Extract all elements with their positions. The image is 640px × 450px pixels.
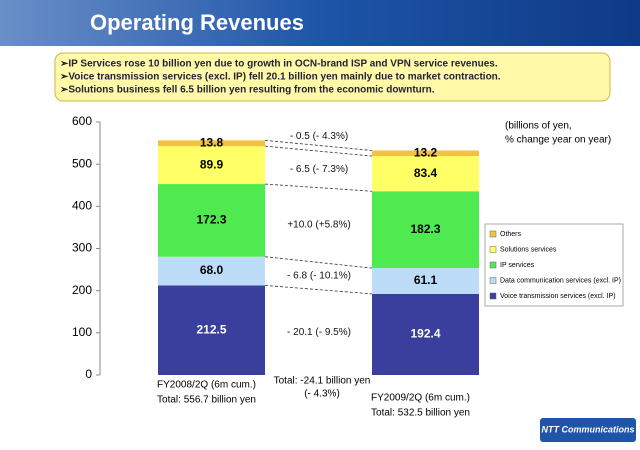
y-tick-label: 100	[72, 325, 92, 339]
bar-segment	[372, 191, 479, 269]
legend-label: Voice transmission services (excl. IP)	[500, 293, 616, 300]
bar-segment	[158, 146, 265, 185]
header-bar	[0, 0, 640, 46]
value-label: 212.5	[196, 322, 226, 336]
legend-swatch	[489, 292, 497, 300]
value-label: 182.3	[410, 222, 440, 236]
bar-segment	[372, 156, 479, 192]
connector	[264, 256, 373, 269]
logo-box	[540, 418, 636, 442]
bar-segment	[158, 285, 265, 375]
legend-label: Solutions services	[500, 246, 557, 253]
bar-segment	[372, 293, 479, 375]
value-label: 68.0	[200, 263, 224, 277]
connector	[264, 145, 373, 157]
change-label: - 20.1 (- 9.5%)	[287, 327, 351, 338]
total-change: (- 4.3%)	[304, 389, 340, 400]
title: Operating Revenues	[90, 10, 304, 35]
bar-segment	[372, 268, 479, 294]
legend-label: IP services	[500, 262, 535, 269]
bar-segment	[372, 150, 479, 157]
y-tick-label: 0	[85, 367, 92, 381]
legend-swatch	[489, 230, 497, 238]
bar-segment	[158, 184, 265, 257]
legend-box	[484, 223, 624, 307]
total-change: Total: -24.1 billion yen	[274, 376, 371, 387]
logo: NTT Communications	[541, 424, 634, 434]
legend-swatch	[489, 261, 497, 269]
legend-swatch	[489, 246, 497, 253]
legend-swatch	[489, 277, 497, 284]
unit-label: % change year on year)	[505, 135, 611, 146]
y-tick-label: 200	[72, 283, 92, 297]
y-tick-label: 500	[72, 156, 92, 170]
y-tick-label: 400	[72, 199, 92, 213]
value-label: 172.3	[196, 213, 226, 227]
bar-segment	[158, 256, 265, 286]
value-label: 83.4	[414, 166, 438, 180]
bullet: ➢IP Services rose 10 billion yen due to …	[60, 59, 498, 70]
connector	[264, 183, 373, 192]
value-label: 89.9	[200, 157, 224, 171]
legend-label: Data communication services (excl. IP)	[500, 277, 621, 284]
y-tick-label: 300	[72, 241, 92, 255]
change-label: - 0.5 (- 4.3%)	[290, 131, 348, 142]
change-label: - 6.5 (- 7.3%)	[290, 164, 348, 175]
value-label: 13.8	[200, 135, 224, 149]
bullet: ➢Solutions business fell 6.5 billion yen…	[60, 85, 435, 96]
legend-label: Others	[500, 231, 522, 238]
bar-segment	[158, 140, 265, 147]
value-label: 61.1	[414, 273, 438, 287]
note-box	[54, 52, 611, 102]
y-tick-label: 600	[72, 114, 92, 128]
connector	[264, 139, 373, 151]
x-tick-label: FY2008/2Q (6m cum.)	[157, 380, 256, 391]
connector	[264, 284, 373, 295]
x-tick-label: FY2009/2Q (6m cum.)	[371, 393, 470, 404]
value-label: 13.2	[414, 145, 438, 159]
unit-label: (billions of yen,	[505, 121, 572, 132]
bullet: ➢Voice transmission services (excl. IP) …	[60, 72, 501, 83]
value-label: 192.4	[410, 327, 440, 341]
total-label: Total: 532.5 billion yen	[371, 408, 470, 419]
change-label: - 6.8 (- 10.1%)	[287, 271, 351, 282]
total-label: Total: 556.7 billion yen	[157, 395, 256, 406]
change-label: +10.0 (+5.8%)	[287, 220, 350, 231]
